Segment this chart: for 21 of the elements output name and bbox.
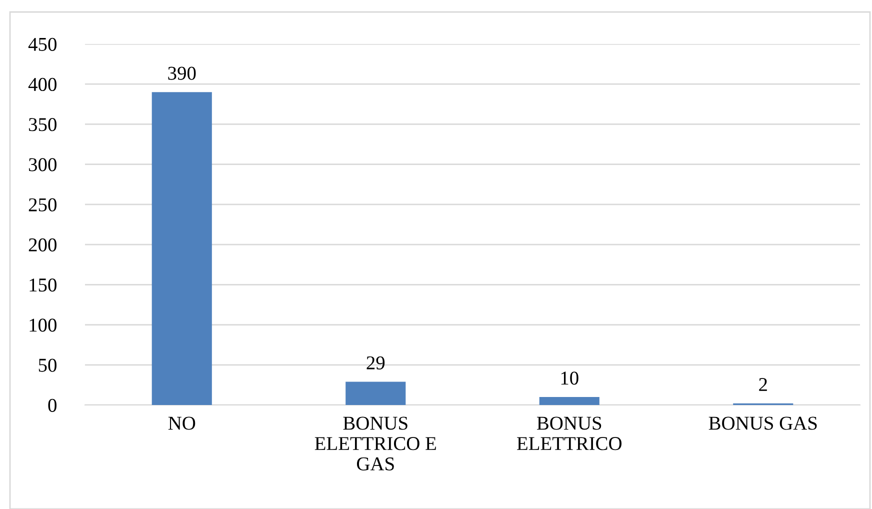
y-tick-label: 350	[28, 118, 56, 132]
bar	[152, 92, 212, 405]
y-tick-label: 50	[38, 358, 56, 372]
y-tick-label: 200	[28, 238, 56, 252]
y-tick-label: 450	[28, 38, 56, 51]
data-label: 390	[168, 66, 196, 80]
y-tick-label: 250	[28, 198, 56, 212]
data-label: 10	[561, 372, 578, 385]
y-tick-label: 400	[28, 78, 56, 92]
x-tick-label: BONUS ELETTRICO	[517, 416, 622, 450]
x-tick-label: NO	[168, 416, 196, 430]
bar	[539, 396, 600, 405]
y-tick-label: 0	[48, 398, 56, 412]
data-label: 29	[366, 356, 385, 370]
y-tick-label: 300	[28, 158, 56, 172]
x-tick-label: BONUS ELETTRICO E GAS	[314, 416, 436, 470]
bar	[346, 382, 406, 405]
y-tick-label: 100	[30, 318, 56, 332]
y-tick-label: 150	[30, 278, 56, 292]
x-tick-label: BONUS GAS	[708, 416, 817, 430]
data-label: 2	[759, 378, 767, 391]
